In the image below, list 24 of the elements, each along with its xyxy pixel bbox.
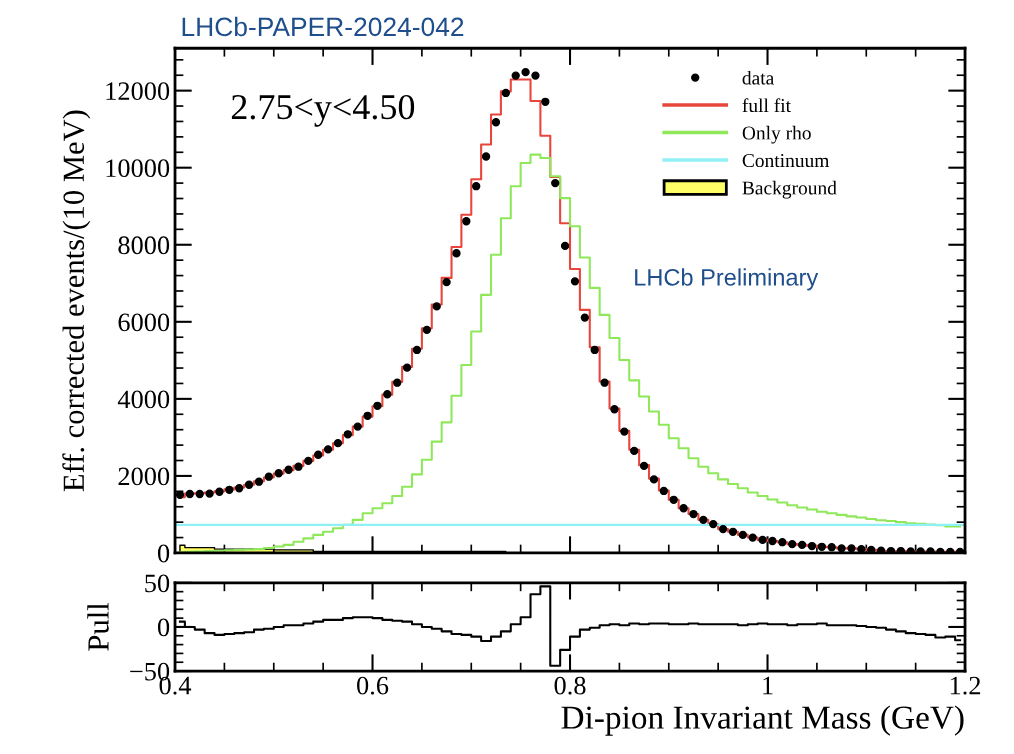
y-tick-label: 8000 (118, 236, 170, 255)
y-tick-label: 50 (145, 574, 170, 593)
x-tick-label: 1 (763, 676, 773, 695)
y-tick-label: 0 (157, 544, 170, 563)
legend-label: data (742, 70, 774, 85)
x-tick-label: 0.6 (357, 676, 389, 695)
y-tick-label: 2000 (118, 467, 170, 486)
x-tick-label: 0.8 (554, 676, 586, 695)
legend-label: Continuum (742, 154, 830, 168)
annotation: 2.75<y<4.50 (231, 94, 415, 127)
chart-title: LHCb-PAPER-2024-042 (182, 16, 464, 37)
annotation: LHCb Preliminary (635, 268, 819, 291)
legend-label: Background (742, 180, 837, 199)
y-tick-label: 0 (157, 618, 170, 637)
y-tick-label: 10000 (106, 159, 170, 178)
legend-label: full fit (742, 98, 791, 113)
x-axis-title: Di-pion Invariant Mass (GeV) (561, 705, 964, 736)
legend-label: Only rho (742, 125, 811, 144)
y-tick-label: 4000 (117, 390, 170, 409)
y-tick-label: 12000 (106, 82, 170, 101)
x-tick-label: 1.2 (950, 676, 981, 695)
y-axis-title: Pull (87, 602, 109, 651)
y-tick-label: 6000 (118, 313, 170, 332)
y-axis-title: Eff. corrected events/(10 MeV) (62, 110, 91, 492)
